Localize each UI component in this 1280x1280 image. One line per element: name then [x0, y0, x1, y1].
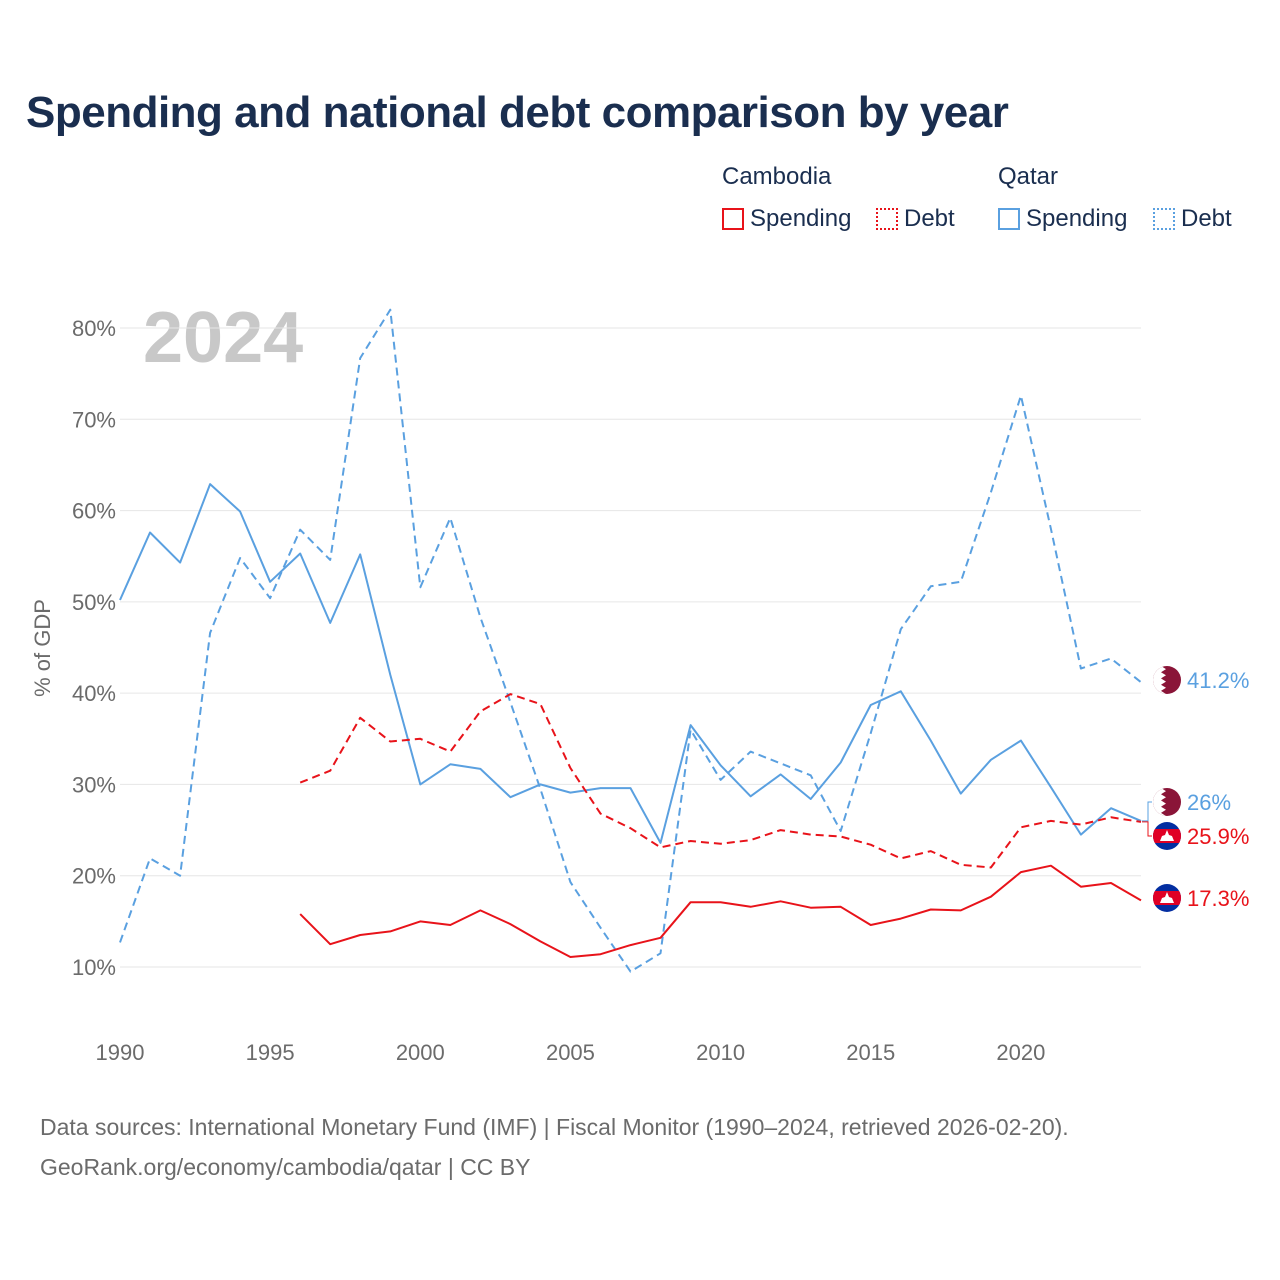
legend-swatch-qatar-debt [1153, 208, 1175, 230]
end-label-value-1: 26% [1187, 790, 1231, 815]
end-label-leader-1 [1142, 801, 1152, 822]
end-label-value-0: 41.2% [1187, 668, 1249, 693]
x-tick-label-1995: 1995 [246, 1040, 295, 1065]
year-watermark: 2024 [143, 298, 303, 378]
y-tick-label-60: 60% [72, 499, 116, 524]
data-sources: Data sources: International Monetary Fun… [40, 1107, 1069, 1187]
series-line-qatar-spending [119, 483, 1142, 844]
legend-label-qatar-debt: Debt [1181, 205, 1232, 232]
legend-item-cambodia-spending[interactable]: Spending [722, 205, 851, 233]
legend-label-cambodia-spending: Spending [750, 205, 852, 232]
legend-swatch-cambodia-spending [722, 208, 744, 230]
sources-line-1: Data sources: International Monetary Fun… [40, 1114, 1069, 1140]
y-tick-label-70: 70% [72, 407, 116, 432]
cambodia-flag-icon [1153, 822, 1181, 850]
x-tick-label-2020: 2020 [996, 1040, 1045, 1065]
line-chart: 2024 10% 20% 30% 40% 50% 60% 70% 80% 1990 1995 2000… [30, 298, 1249, 1065]
end-label-leader-2 [1142, 821, 1152, 837]
end-label-value-3: 17.3% [1187, 886, 1249, 911]
legend-label-qatar-spending: Spending [1026, 205, 1128, 232]
cambodia-flag-icon [1153, 884, 1181, 912]
y-tick-label-30: 30% [72, 772, 116, 797]
legend-group-qatar: Qatar [998, 163, 1059, 190]
x-tick-label-2005: 2005 [546, 1040, 595, 1065]
x-tick-label-2000: 2000 [396, 1040, 445, 1065]
legend-swatch-qatar-spending [998, 208, 1020, 230]
legend-swatch-cambodia-debt [876, 208, 898, 230]
chart-title: Spending and national debt comparison by… [26, 88, 1009, 137]
y-tick-label-50: 50% [72, 590, 116, 615]
legend-item-qatar-debt[interactable]: Debt [1153, 205, 1232, 233]
x-tick-label-1990: 1990 [96, 1040, 145, 1065]
legend-group-cambodia: Cambodia [722, 163, 832, 190]
series-line-cambodia-spending [299, 864, 1142, 958]
y-tick-label-80: 80% [72, 316, 116, 341]
legend-label-cambodia-debt: Debt [904, 205, 955, 232]
end-label-value-2: 25.9% [1187, 824, 1249, 849]
x-tick-label-2010: 2010 [696, 1040, 745, 1065]
series-line-cambodia-debt [299, 693, 1142, 869]
qatar-flag-icon [1153, 666, 1181, 694]
y-axis-label: % of GDP [30, 599, 55, 697]
sources-line-2: GeoRank.org/economy/cambodia/qatar | CC … [40, 1154, 531, 1180]
qatar-flag-icon [1153, 788, 1181, 816]
y-tick-label-20: 20% [72, 864, 116, 889]
legend-item-qatar-spending[interactable]: Spending [998, 205, 1127, 233]
y-tick-label-10: 10% [72, 955, 116, 980]
series-line-qatar-debt [119, 308, 1142, 973]
y-tick-label-40: 40% [72, 681, 116, 706]
legend-item-cambodia-debt[interactable]: Debt [876, 205, 955, 233]
x-tick-label-2015: 2015 [846, 1040, 895, 1065]
